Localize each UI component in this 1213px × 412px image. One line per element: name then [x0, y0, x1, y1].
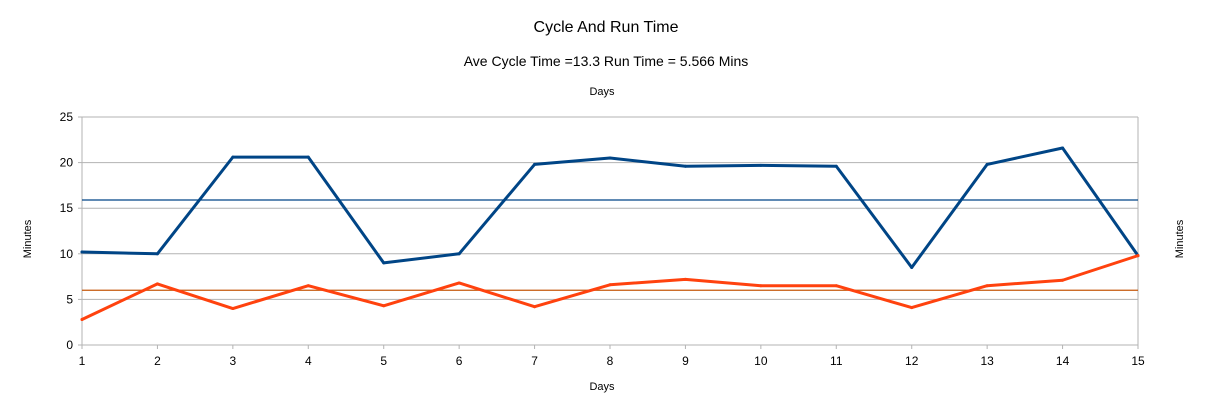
data-point	[608, 156, 612, 160]
data-point	[231, 155, 235, 159]
x-tick-label: 8	[607, 354, 614, 368]
x-axis-label: Days	[589, 381, 615, 393]
x-tick-label: 9	[682, 354, 689, 368]
data-point	[1061, 278, 1065, 282]
data-point	[80, 250, 84, 254]
y-tick-label: 20	[60, 156, 74, 170]
y-tick-label: 15	[60, 201, 74, 215]
x-tick-label: 5	[380, 354, 387, 368]
x-tick-label: 1	[79, 354, 86, 368]
grid	[81, 116, 1139, 346]
x-tick-label: 10	[754, 354, 768, 368]
reference-lines	[82, 199, 1138, 291]
top-axis-label: Days	[589, 86, 615, 98]
data-point	[533, 305, 537, 309]
data-point	[834, 284, 838, 288]
chart-title: Cycle And Run Time	[534, 19, 679, 36]
data-point	[985, 162, 989, 166]
x-tick-label: 11	[830, 354, 843, 368]
data-point	[306, 284, 310, 288]
y-axis-ticks: 0 5 10 15 20 25	[60, 110, 82, 352]
data-point	[155, 252, 159, 256]
data-point	[759, 163, 763, 167]
data-point	[457, 252, 461, 256]
data-point	[910, 306, 914, 310]
chart-subtitle: Ave Cycle Time =13.3 Run Time = 5.566 Mi…	[464, 53, 749, 69]
data-point	[1136, 254, 1140, 258]
x-tick-label: 3	[230, 354, 237, 368]
data-point	[382, 304, 386, 308]
data-point	[155, 282, 159, 286]
y-tick-label: 25	[60, 110, 74, 124]
data-point	[457, 281, 461, 285]
x-tick-label: 15	[1131, 354, 1145, 368]
series-line	[80, 254, 1140, 321]
data-point	[910, 265, 914, 269]
y-tick-label: 0	[66, 338, 73, 352]
x-tick-label: 12	[905, 354, 919, 368]
x-tick-label: 4	[305, 354, 312, 368]
data-point	[1061, 146, 1065, 150]
x-tick-label: 14	[1056, 354, 1070, 368]
data-point	[985, 284, 989, 288]
data-point	[382, 261, 386, 265]
x-tick-label: 2	[154, 354, 161, 368]
data-point	[80, 317, 84, 321]
x-tick-label: 6	[456, 354, 463, 368]
x-tick-label: 13	[980, 354, 994, 368]
data-point	[683, 164, 687, 168]
x-axis-ticks: 1 2 3 4 5 6 7 8 9 10 11 12 13 14 15	[79, 345, 1145, 368]
y-tick-label: 5	[66, 292, 73, 306]
y-axis-label: Minutes	[22, 219, 34, 258]
x-tick-label: 7	[531, 354, 538, 368]
series-lines	[80, 146, 1140, 321]
data-point	[759, 284, 763, 288]
data-point	[231, 307, 235, 311]
data-point	[533, 162, 537, 166]
data-point	[683, 277, 687, 281]
y-axis-label-secondary: Minutes	[1174, 219, 1186, 258]
data-point	[834, 164, 838, 168]
y-tick-label: 10	[60, 247, 74, 261]
data-point	[306, 155, 310, 159]
data-point	[608, 283, 612, 287]
